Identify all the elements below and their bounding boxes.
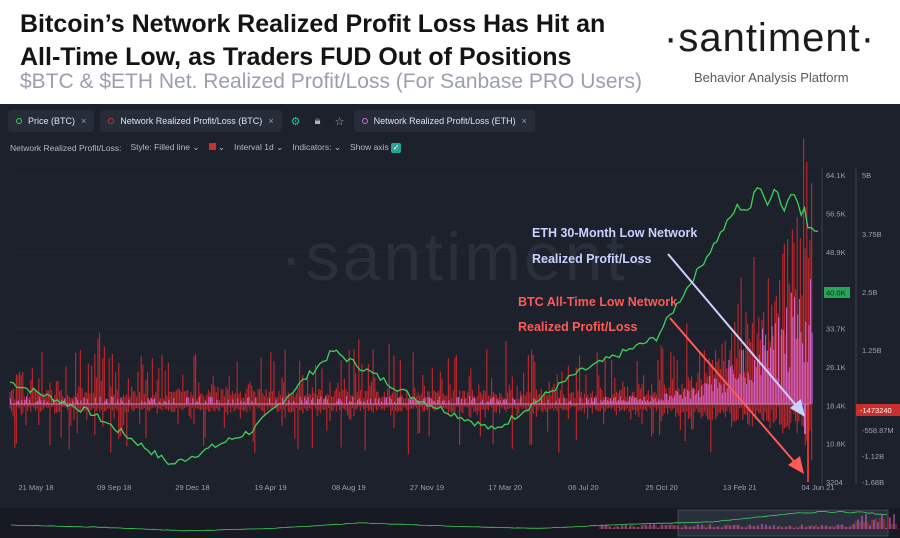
price-axis: 64.1K56.5K48.9K41.3K33.7K26.1K18.4K10.8K… (821, 168, 846, 487)
price-tick-label: 18.4K (826, 401, 846, 410)
chevron-down-icon: ⌄ (192, 142, 200, 152)
rpl-eth-dot-icon (361, 118, 368, 124)
price-tick-label: 33.7K (826, 325, 846, 334)
lock-icon[interactable]: 🔒︎ (314, 114, 321, 127)
metric-toolbar: Network Realized Profit/Loss: Style: Fil… (10, 142, 402, 153)
indicators-dropdown[interactable]: Indicators: ⌄ (292, 142, 341, 152)
x-tick-label: 09 Sep 18 (97, 483, 131, 492)
color-picker[interactable]: ⌄ (208, 142, 226, 153)
close-icon[interactable]: × (268, 116, 274, 126)
page-title: Bitcoin’s Network Realized Profit Loss H… (20, 10, 606, 71)
star-icon[interactable]: ☆ (334, 115, 345, 128)
eth-annotation-line-1: ETH 30-Month Low Network (532, 226, 697, 240)
price-tick-label: 56.5K (826, 209, 846, 218)
rpl-current-label: -1473240 (860, 406, 892, 415)
chart-watermark: ·santiment· (280, 219, 653, 295)
settings-icon[interactable]: ⚙ (290, 115, 301, 128)
x-tick-label: 27 Nov 19 (410, 483, 444, 492)
btc-annotation-line-1: BTC All-Time Low Network (518, 295, 677, 309)
price-current-label: 40.0K (826, 289, 846, 298)
price-tick-label: 10.8K (826, 440, 846, 449)
rpl-axis: 5B 3.75B 2.5B 1.25B -1473240 -558.87M -1.12B -1… (855, 168, 894, 487)
legend-item-price-btc[interactable]: Price (BTC) × (8, 110, 95, 132)
eth-annotation-line-2: Realized Profit/Loss (532, 252, 652, 266)
x-tick-label: 13 Feb 21 (723, 483, 757, 492)
legend-item-rpl-btc[interactable]: Network Realized Profit/Loss (BTC) × (100, 110, 282, 132)
price-btc-dot-icon (16, 118, 22, 124)
page-subtitle: $BTC & $ETH Net. Realized Profit/Loss (F… (20, 70, 643, 93)
btc-price-line (9, 187, 819, 465)
btc-annotation-arrowhead (788, 456, 804, 474)
chevron-down-icon: ⌄ (276, 142, 284, 152)
x-tick-label: 21 May 18 (18, 483, 53, 492)
metric-label: Network Realized Profit/Loss: (10, 142, 122, 153)
navigator-rpl-series (599, 513, 897, 529)
chevron-down-icon: ⌄ (333, 142, 341, 152)
show-axis-toggle[interactable]: Show axis ✓ (349, 142, 402, 153)
x-tick-label: 29 Dec 18 (175, 483, 209, 492)
brand-tagline: Behavior Analysis Platform (694, 70, 849, 85)
rpl-tick-label: -1.68B (862, 478, 884, 487)
legend-item-label: Price (BTC) (28, 116, 75, 126)
legend-item-label: Network Realized Profit/Loss (BTC) (120, 116, 263, 126)
rpl-current-badge (856, 404, 900, 416)
x-tick-label: 04 Jun 21 (802, 483, 835, 492)
rpl-tick-label: 5B (862, 171, 871, 180)
x-tick-label: 25 Oct 20 (645, 483, 678, 492)
price-tick-label: 64.1K (826, 171, 846, 180)
style-dropdown[interactable]: Style: Filled line ⌄ (130, 142, 200, 152)
legend-bar: Price (BTC) × Network Realized Profit/Lo… (8, 110, 535, 132)
rpl-tick-label: 2.5B (862, 288, 877, 297)
navigator-price-line (10, 510, 887, 532)
x-tick-label: 08 Aug 19 (332, 483, 366, 492)
chart-panel: ·santiment· 21 May 18 09 Sep 18 29 Dec 18 1… (0, 104, 900, 538)
btc-annotation-arrow (669, 317, 799, 467)
x-tick-label: 17 Mar 20 (488, 483, 522, 492)
rpl-tick-label: 1.25B (862, 346, 882, 355)
btc-rpl-series (9, 138, 813, 482)
price-tick-label: 3204 (826, 478, 843, 487)
color-swatch (208, 143, 216, 150)
btc-annotation-line-2: Realized Profit/Loss (518, 320, 638, 334)
rpl-tick-label: -1.12B (862, 452, 884, 461)
x-axis: 21 May 18 09 Sep 18 29 Dec 18 19 Apr 19 08 A… (18, 483, 834, 492)
rpl-tick-label: -558.87M (862, 426, 894, 435)
rpl-tick-label: 3.75B (862, 230, 882, 239)
brand-logo: ·santiment· (664, 16, 876, 60)
x-tick-label: 06 Jul 20 (568, 483, 598, 492)
price-tick-label: 26.1K (826, 363, 846, 372)
interval-dropdown[interactable]: Interval 1d ⌄ (234, 142, 284, 152)
legend-item-label: Network Realized Profit/Loss (ETH) (373, 116, 516, 126)
legend-item-rpl-eth[interactable]: Network Realized Profit/Loss (ETH) × (353, 110, 535, 132)
chart-svg: ·santiment· 21 May 18 09 Sep 18 29 Dec 18 1… (0, 138, 900, 538)
eth-annotation-arrow (667, 253, 801, 411)
x-tick-label: 19 Apr 19 (255, 483, 287, 492)
rpl-btc-dot-icon (108, 118, 115, 124)
chevron-down-icon: ⌄ (217, 142, 226, 152)
price-current-badge (824, 287, 850, 298)
close-icon[interactable]: × (521, 116, 527, 126)
eth-annotation-arrowhead (790, 399, 805, 417)
price-tick-label: 48.9K (826, 248, 846, 257)
close-icon[interactable]: × (81, 116, 87, 126)
checkbox-checked-icon[interactable]: ✓ (391, 143, 402, 153)
